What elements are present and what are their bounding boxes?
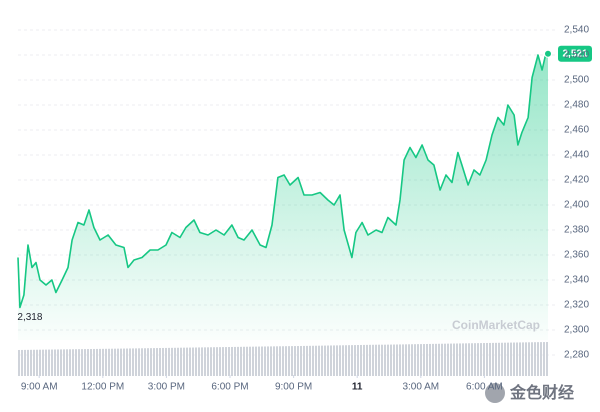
y-tick-label: 2,540: [564, 25, 589, 36]
x-tick-label: 3:00 AM: [402, 382, 439, 393]
source-logo: [485, 383, 505, 403]
y-tick-label: 2,460: [564, 125, 589, 136]
last-price-label: 2,521: [562, 48, 587, 59]
x-tick-label: 9:00 AM: [21, 382, 58, 393]
y-tick-label: 2,380: [564, 225, 589, 236]
x-tick-label: 12:00 PM: [81, 382, 124, 393]
y-tick-label: 2,320: [564, 300, 589, 311]
y-tick-label: 2,300: [564, 325, 589, 336]
y-tick-label: 2,440: [564, 150, 589, 161]
volume-bars: [18, 342, 548, 376]
y-tick-label: 2,480: [564, 100, 589, 111]
last-point: [544, 49, 552, 58]
x-tick-label: 6:00 PM: [211, 382, 248, 393]
last-price-badge: [558, 45, 592, 62]
plot: 2,521 2,318: [17, 45, 592, 340]
x-tick-label: 3:00 PM: [148, 382, 185, 393]
low-price-label: 2,318: [17, 312, 42, 323]
y-tick-label: 2,400: [564, 200, 589, 211]
source-watermark-bg: [478, 378, 600, 408]
y-tick-label: 2,340: [564, 275, 589, 286]
y-tick-label: 2,500: [564, 75, 589, 86]
watermark: CoinMarketCap: [452, 318, 540, 332]
price-area: [18, 52, 548, 340]
x-tick-label: 11: [352, 382, 363, 393]
y-tick-label: 2,520: [564, 50, 589, 61]
price-line: [17, 51, 549, 309]
x-tick-label: 9:00 PM: [275, 382, 312, 393]
source-watermark: 金色财经: [509, 383, 574, 402]
y-tick-label: 2,280: [564, 350, 589, 361]
x-tick-label: 6:00 AM: [466, 382, 503, 393]
y-tick-label: 2,360: [564, 250, 589, 261]
y-tick-label: 2,420: [564, 175, 589, 186]
